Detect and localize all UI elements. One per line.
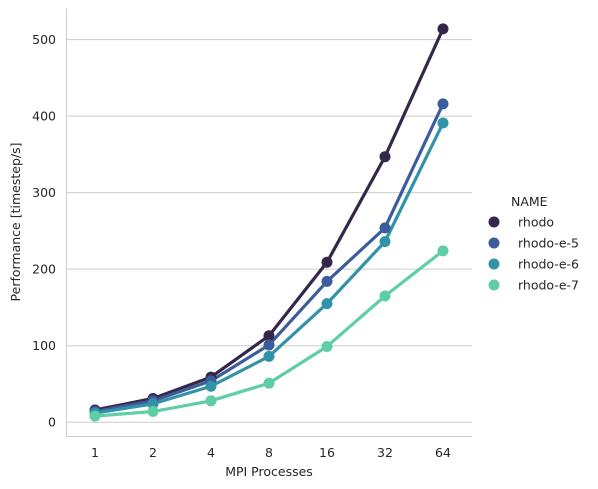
x-tick-label: 4 xyxy=(207,445,215,460)
data-point-rhodo-e-6 xyxy=(437,117,449,129)
data-point-rhodo-e-6 xyxy=(321,298,333,310)
legend-label-rhodo-e-6: rhodo-e-6 xyxy=(518,257,579,272)
y-tick-labels: 0 100 200 300 400 500 xyxy=(32,32,56,430)
x-tick-label: 1 xyxy=(91,445,99,460)
data-point-rhodo-e-7 xyxy=(205,395,217,407)
y-tick-label: 200 xyxy=(32,262,56,277)
series-line-rhodo-e-5 xyxy=(93,102,445,414)
grid-lines xyxy=(66,39,472,423)
x-tick-label: 2 xyxy=(149,445,157,460)
data-point-rhodo-e-5 xyxy=(321,275,333,287)
data-point-rhodo-e-7 xyxy=(147,406,159,418)
legend-marker-rhodo xyxy=(488,216,500,228)
y-tick-label: 500 xyxy=(32,32,56,47)
y-tick-label: 0 xyxy=(48,415,56,430)
y-axis-label: Performance [timestep/s] xyxy=(8,143,23,302)
data-point-rhodo xyxy=(379,151,391,163)
data-point-rhodo-e-5 xyxy=(379,222,391,234)
data-point-rhodo-e-5 xyxy=(263,339,275,351)
series-points xyxy=(89,23,449,422)
data-point-rhodo xyxy=(321,256,333,268)
data-point-rhodo-e-7 xyxy=(437,245,449,257)
x-tick-labels: 1 2 4 8 16 32 64 xyxy=(91,445,451,460)
legend-label-rhodo: rhodo xyxy=(518,215,554,230)
data-point-rhodo-e-6 xyxy=(379,236,391,248)
data-point-rhodo xyxy=(263,330,275,342)
legend-label-rhodo-e-5: rhodo-e-5 xyxy=(518,236,579,251)
data-point-rhodo-e-7 xyxy=(263,377,275,389)
legend-marker-rhodo-e-7 xyxy=(488,279,500,291)
data-point-rhodo-e-5 xyxy=(437,98,449,110)
x-axis-label: MPI Processes xyxy=(225,464,313,479)
y-tick-label: 400 xyxy=(32,109,56,124)
data-point-rhodo-e-7 xyxy=(321,340,333,352)
legend-title: NAME xyxy=(511,194,548,209)
data-point-rhodo-e-6 xyxy=(147,398,159,410)
legend-marker-rhodo-e-6 xyxy=(488,258,500,270)
legend-label-rhodo-e-7: rhodo-e-7 xyxy=(518,278,579,293)
data-point-rhodo-e-7 xyxy=(379,290,391,302)
legend: NAME rhodo rhodo-e-5 rhodo-e-6 rhodo-e-7 xyxy=(488,194,579,293)
x-tick-label: 8 xyxy=(265,445,273,460)
data-point-rhodo-e-6 xyxy=(263,350,275,362)
data-point-rhodo-e-7 xyxy=(89,410,101,422)
series-line-rhodo-e-6 xyxy=(93,121,445,415)
y-tick-label: 300 xyxy=(32,185,56,200)
x-tick-label: 16 xyxy=(319,445,335,460)
x-tick-label: 32 xyxy=(377,445,393,460)
x-tick-label: 64 xyxy=(435,445,451,460)
legend-marker-rhodo-e-5 xyxy=(488,237,500,249)
data-point-rhodo-e-6 xyxy=(205,380,217,392)
y-tick-label: 100 xyxy=(32,338,56,353)
data-point-rhodo xyxy=(437,23,449,35)
axes xyxy=(66,9,472,437)
